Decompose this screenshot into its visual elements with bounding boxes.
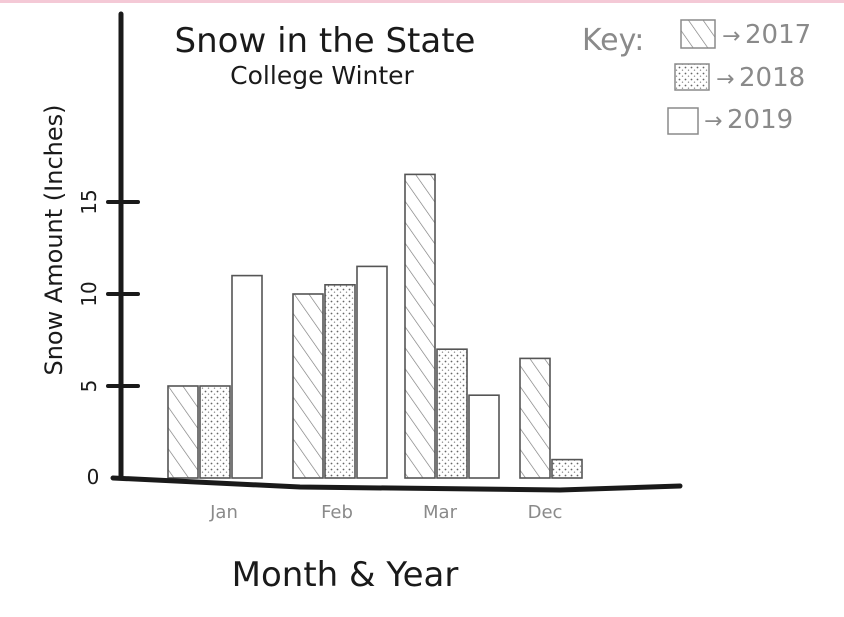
bars-group <box>167 173 583 479</box>
bar-mar-2017 <box>404 173 436 479</box>
x-category-label-dec: Dec <box>528 502 563 523</box>
chart-subtitle: College Winter <box>230 61 414 90</box>
y-ticks-group: 0 5 10 15 <box>77 189 140 489</box>
page-top-rule <box>0 0 844 3</box>
bar-feb-2017 <box>292 293 324 479</box>
y-tick-label: 10 <box>77 281 101 306</box>
bar-mar-2018 <box>436 348 468 479</box>
chart-title: Snow in the State <box>175 21 476 61</box>
bar-feb-2019 <box>356 265 388 479</box>
x-axis-line <box>110 475 683 493</box>
bar-dec-2018 <box>551 458 583 479</box>
x-category-label-mar: Mar <box>423 502 458 523</box>
legend-label-2018: 2018 <box>739 63 805 93</box>
legend-title: Key: <box>582 23 644 58</box>
x-category-label-feb: Feb <box>321 502 353 523</box>
legend-swatch-2017 <box>680 19 716 49</box>
bar-dec-2017 <box>519 357 551 479</box>
bar-jan-2017 <box>167 385 199 479</box>
legend-label-2017: 2017 <box>745 20 811 50</box>
y-tick-label: 5 <box>77 380 101 393</box>
x-categories-group: Jan Feb Mar Dec <box>209 502 562 523</box>
y-tick-label: 0 <box>87 465 100 489</box>
y-axis-label: Snow Amount (Inches) <box>40 104 68 375</box>
legend-arrow: → <box>704 109 722 134</box>
x-category-label-jan: Jan <box>209 502 238 523</box>
legend-swatch-2018 <box>674 63 710 91</box>
legend-arrow: → <box>716 67 734 92</box>
x-axis-label: Month & Year <box>232 555 459 595</box>
legend: Key: → 2017 → 2018 → 2019 <box>582 19 811 135</box>
bar-jan-2019 <box>231 274 263 479</box>
bar-jan-2018 <box>199 385 231 479</box>
bar-mar-2019 <box>468 394 500 479</box>
legend-arrow: → <box>722 24 740 49</box>
legend-swatch-2019 <box>667 107 699 135</box>
legend-label-2019: 2019 <box>727 105 793 135</box>
y-tick-label: 15 <box>77 189 101 214</box>
bar-feb-2018 <box>324 283 356 479</box>
